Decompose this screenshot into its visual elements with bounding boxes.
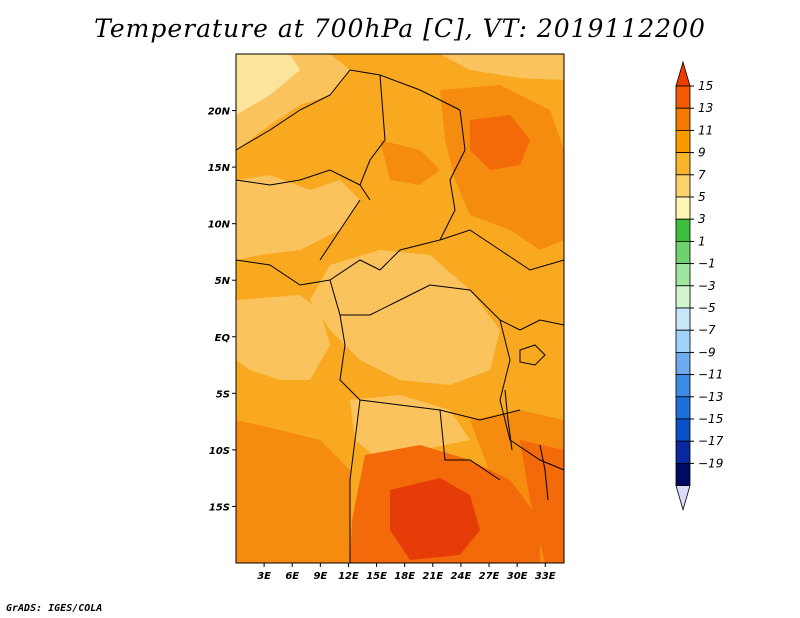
lon-tick-label: 12E: [338, 571, 359, 582]
colorbar-swatch: [675, 129, 691, 153]
lat-tick-label: 20N: [208, 107, 231, 118]
colorbar-swatch: [675, 240, 691, 264]
colorbar-swatch: [675, 107, 691, 131]
lon-tick-label: 9E: [313, 571, 327, 582]
colorbar-label: 7: [698, 168, 706, 182]
colorbar-label: −7: [698, 323, 716, 337]
colorbar-swatch: [675, 174, 691, 198]
colorbar-label: 1: [698, 234, 706, 248]
lake-malawi: [539, 444, 549, 501]
colorbar-swatch: [675, 418, 691, 442]
colorbar-label: 3: [698, 212, 706, 226]
lat-tick-label: 15S: [209, 502, 230, 513]
longitude-axis: 3E 6E 9E 12E 15E 18E 21E 24E 27E 30E 33E: [257, 563, 556, 582]
temperature-contour-fills: [236, 54, 564, 563]
lon-tick-label: 30E: [507, 571, 528, 582]
colorbar-swatch: [675, 307, 691, 331]
colorbar-swatch: [675, 329, 691, 353]
colorbar-label: 5: [698, 190, 706, 204]
colorbar-label: −3: [698, 279, 716, 293]
region-lightest-northwest: [236, 54, 300, 115]
map-title: Temperature at 700hPa [C], VT: 201911220…: [94, 14, 706, 43]
region-pale-central: [310, 250, 500, 385]
colorbar-swatch: [675, 152, 691, 176]
colorbar-bottom-arrow: [675, 485, 691, 512]
colorbar-label: −13: [698, 390, 723, 404]
colorbar-label: −11: [698, 368, 723, 382]
lon-tick-label: 21E: [422, 571, 443, 582]
colorbar-label: 9: [698, 146, 706, 160]
region-hot-northeast: [470, 115, 530, 170]
colorbar-top-arrow: [675, 60, 691, 87]
colorbar-label: −17: [698, 434, 724, 448]
lon-tick-label: 3E: [257, 571, 271, 582]
colorbar-swatch: [675, 218, 691, 242]
colorbar: 15 13 11 9 7 5 3 1 −1 −3 −5 −7 −9 −11 −13 −15 −17 −19: [675, 60, 724, 512]
colorbar-swatch: [675, 196, 691, 220]
colorbar-label: −1: [698, 257, 716, 271]
colorbar-swatch: [675, 285, 691, 309]
lat-tick-label: 5S: [216, 389, 230, 400]
region-warm-north: [380, 140, 440, 185]
lat-tick-label: 15N: [208, 163, 231, 174]
colorbar-swatch: [675, 263, 691, 287]
colorbar-label: −15: [698, 412, 723, 426]
region-warm-southwest: [236, 420, 350, 563]
region-pale-coast: [236, 295, 330, 380]
lat-tick-label: 10S: [209, 446, 230, 457]
colorbar-label: 11: [698, 123, 713, 137]
lon-tick-label: 24E: [451, 571, 472, 582]
colorbar-label: 15: [698, 79, 713, 93]
lat-tick-label: EQ: [215, 333, 231, 344]
lon-tick-label: 18E: [394, 571, 415, 582]
lat-tick-label: 10N: [208, 220, 231, 231]
colorbar-swatch: [675, 462, 691, 486]
country-borders: [235, 69, 565, 563]
grads-credit: GrADS: IGES/COLA: [6, 603, 103, 614]
lon-tick-label: 6E: [285, 571, 299, 582]
map-frame: [235, 53, 565, 564]
colorbar-swatch: [675, 396, 691, 420]
colorbar-label: 13: [698, 101, 713, 115]
colorbar-swatch: [675, 374, 691, 398]
region-pale-northeast: [440, 54, 564, 80]
colorbar-label: −19: [698, 456, 723, 470]
lon-tick-label: 15E: [366, 571, 387, 582]
lake-tanganyika: [504, 389, 513, 451]
lat-tick-label: 5N: [215, 276, 231, 287]
region-pale-west: [236, 175, 360, 260]
region-hot-east: [520, 440, 564, 563]
colorbar-swatch: [675, 85, 691, 109]
lon-tick-label: 33E: [535, 571, 556, 582]
colorbar-label: −9: [698, 345, 716, 359]
colorbar-swatch: [675, 351, 691, 375]
latitude-axis: 20N 15N 10N 5N EQ 5S 10S 15S: [208, 107, 236, 513]
colorbar-swatch: [675, 440, 691, 464]
region-hottest-core: [390, 478, 480, 560]
colorbar-label: −5: [698, 301, 716, 315]
lake-victoria: [519, 344, 546, 366]
border-lines: [235, 69, 565, 563]
lon-tick-label: 27E: [479, 571, 500, 582]
